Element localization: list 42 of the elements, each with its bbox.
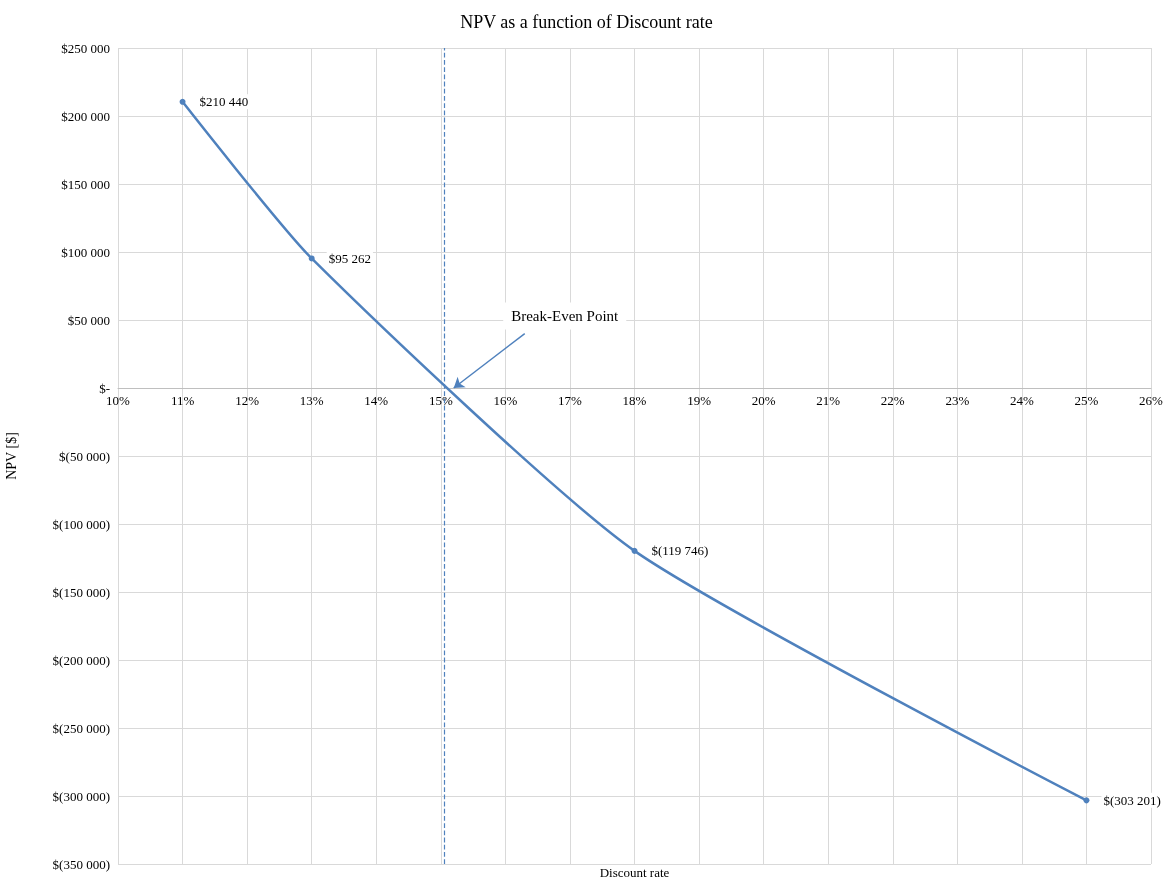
x-tick-label: 12%	[235, 393, 260, 408]
x-tick-label: 18%	[622, 393, 647, 408]
y-tick-label: $(350 000)	[52, 856, 110, 872]
y-tick-label: $(250 000)	[52, 720, 110, 736]
y-axis-title: NPV [$]	[3, 432, 19, 480]
data-label: $95 262	[328, 250, 371, 266]
x-axis-title: Discount rate	[599, 865, 670, 880]
x-tick-label: 14%	[364, 393, 389, 408]
x-tick-label: 26%	[1139, 393, 1164, 408]
x-tick-label: 22%	[880, 393, 905, 408]
x-tick-label: 20%	[751, 393, 776, 408]
y-tick-label: $(200 000)	[52, 652, 110, 668]
data-label: $210 440	[199, 94, 249, 110]
x-tick-label: 10%	[106, 393, 131, 408]
x-tick-label: 21%	[816, 393, 841, 408]
point	[631, 547, 638, 554]
x-tick-label: 13%	[299, 393, 324, 408]
x-tick-label: 25%	[1074, 393, 1099, 408]
y-tick-label: $100 000	[61, 244, 110, 260]
y-tick-label: $(50 000)	[59, 448, 110, 464]
x-tick-label: 15%	[428, 393, 453, 408]
point	[179, 98, 186, 105]
x-tick-label: 24%	[1009, 393, 1034, 408]
point	[308, 255, 315, 262]
y-tick-label: $50 000	[67, 312, 110, 328]
x-tick-label: 16%	[493, 393, 518, 408]
x-tick-label: 19%	[687, 393, 712, 408]
annotation: Break-Even Point	[511, 308, 620, 325]
y-tick-label: $(300 000)	[52, 788, 110, 804]
x-tick-label: 17%	[558, 393, 583, 408]
chart-title: NPV as a function of Discount rate	[460, 12, 713, 32]
y-tick-label: $200 000	[61, 108, 110, 124]
data-label: $(119 746)	[651, 543, 709, 559]
x-tick-label: 23%	[945, 393, 970, 408]
y-tick-label: $150 000	[61, 176, 110, 192]
y-tick-label: $(100 000)	[52, 516, 110, 532]
data-label: $(303 201)	[1103, 792, 1161, 808]
y-tick-label: $-	[99, 380, 110, 396]
point	[1083, 797, 1090, 804]
x-tick-label: 11%	[170, 393, 195, 408]
y-tick-label: $250 000	[61, 40, 110, 56]
y-tick-label: $(150 000)	[52, 584, 110, 600]
